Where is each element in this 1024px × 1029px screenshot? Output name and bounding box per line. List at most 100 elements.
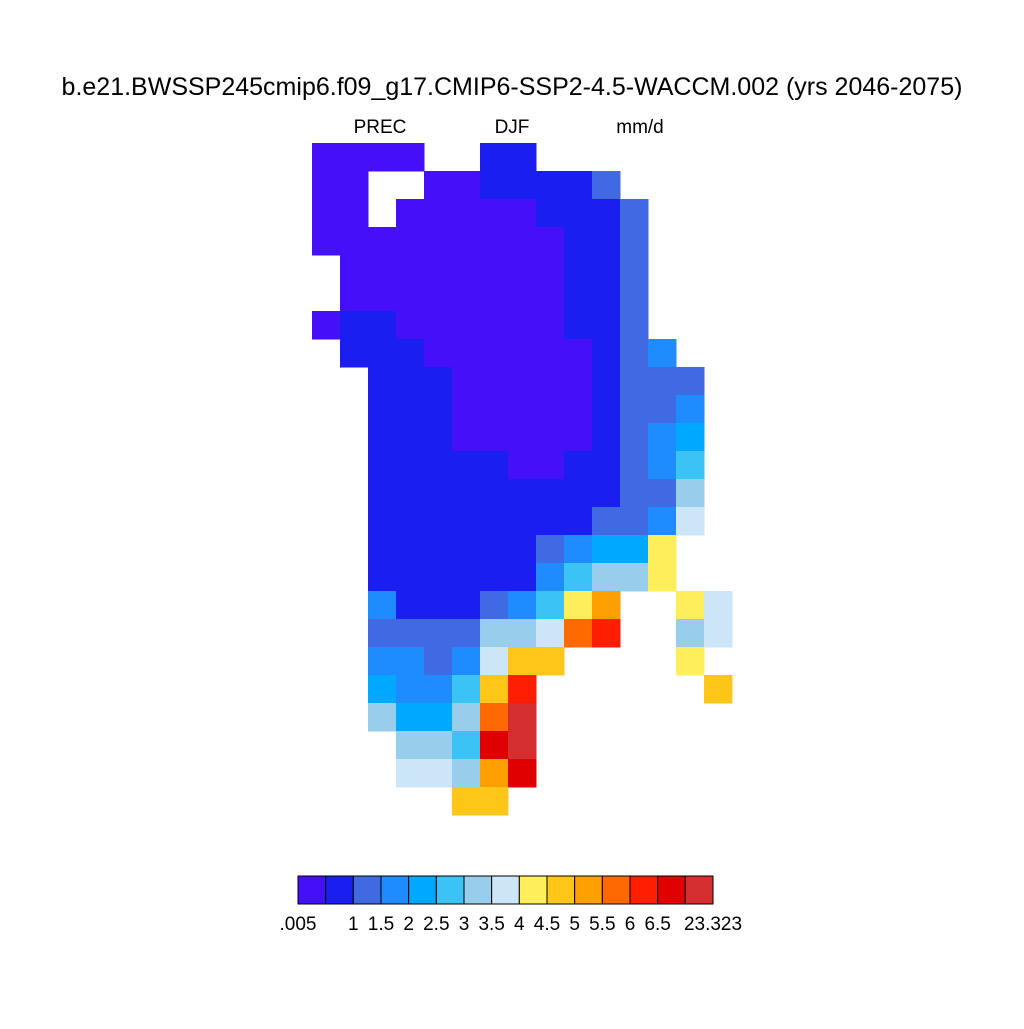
colorbar-box xyxy=(518,875,548,905)
grid-cell xyxy=(480,143,509,172)
grid-cell xyxy=(536,255,565,284)
grid-cell xyxy=(676,507,705,536)
grid-cell xyxy=(592,535,621,564)
grid-cell xyxy=(704,591,733,620)
grid-cell xyxy=(480,675,509,704)
grid-cell xyxy=(564,367,593,396)
grid-cell xyxy=(452,479,481,508)
grid-cell xyxy=(480,787,509,816)
grid-cell xyxy=(536,339,565,368)
grid-cell xyxy=(508,339,537,368)
grid-cell xyxy=(592,591,621,620)
colorbar-label: 6.5 xyxy=(644,914,670,935)
grid-cell xyxy=(508,507,537,536)
grid-cell xyxy=(508,255,537,284)
grid-cell xyxy=(480,255,509,284)
grid-cell xyxy=(536,395,565,424)
colorbar-label: 2.5 xyxy=(423,914,449,935)
grid-cell xyxy=(620,339,649,368)
colorbar-label: 4.5 xyxy=(534,914,560,935)
grid-cell xyxy=(452,591,481,620)
left-label: PREC xyxy=(354,117,407,138)
grid-cell xyxy=(564,423,593,452)
grid-cell xyxy=(676,395,705,424)
grid-cell xyxy=(564,227,593,256)
grid-cell xyxy=(676,647,705,676)
grid-cell xyxy=(452,703,481,732)
grid-cell xyxy=(396,647,425,676)
grid-cell xyxy=(396,199,425,228)
grid-cell xyxy=(368,675,397,704)
grid-cell xyxy=(452,423,481,452)
grid-cell xyxy=(396,703,425,732)
colorbar-box xyxy=(546,875,576,905)
grid-cell xyxy=(368,423,397,452)
grid-cell xyxy=(620,227,649,256)
grid-cell xyxy=(648,507,677,536)
colorbar-label: 1.5 xyxy=(368,914,394,935)
grid-cell xyxy=(480,759,509,788)
grid-cell xyxy=(396,591,425,620)
grid-cell xyxy=(424,311,453,340)
grid-cell xyxy=(508,367,537,396)
grid-cell xyxy=(480,563,509,592)
colorbar-box xyxy=(629,875,659,905)
grid-cell xyxy=(424,171,453,200)
grid-cell xyxy=(452,367,481,396)
grid-cell xyxy=(592,311,621,340)
title: b.e21.BWSSP245cmip6.f09_g17.CMIP6-SSP2-4… xyxy=(62,73,963,101)
colorbar-box xyxy=(684,875,714,905)
right-label: mm/d xyxy=(616,117,664,138)
grid-cell xyxy=(648,367,677,396)
colorbar-label: 6 xyxy=(625,914,636,935)
grid-cell xyxy=(480,591,509,620)
grid-cell xyxy=(452,255,481,284)
grid-cell xyxy=(424,507,453,536)
grid-cell xyxy=(648,535,677,564)
grid-cell xyxy=(452,451,481,480)
grid-cell xyxy=(648,563,677,592)
grid-cell xyxy=(396,255,425,284)
grid-cell xyxy=(424,703,453,732)
grid-cell xyxy=(396,339,425,368)
grid-cell xyxy=(592,479,621,508)
grid-cell xyxy=(368,255,397,284)
grid-cell xyxy=(368,339,397,368)
grid-cell xyxy=(620,507,649,536)
grid-cell xyxy=(480,367,509,396)
grid-cell xyxy=(536,507,565,536)
grid-cell xyxy=(564,311,593,340)
grid-cell xyxy=(424,339,453,368)
grid-cell xyxy=(564,535,593,564)
grid-cell xyxy=(480,703,509,732)
grid-cell xyxy=(368,563,397,592)
grid-cell xyxy=(340,171,369,200)
grid-cell xyxy=(508,199,537,228)
colorbar-box xyxy=(297,875,327,905)
grid-cell xyxy=(452,535,481,564)
grid-cell xyxy=(452,339,481,368)
grid-cell xyxy=(368,395,397,424)
grid-cell xyxy=(536,619,565,648)
grid-cell xyxy=(396,619,425,648)
grid-cell xyxy=(396,535,425,564)
grid-cell xyxy=(368,227,397,256)
grid-cell xyxy=(620,563,649,592)
grid-cell xyxy=(536,283,565,312)
grid-cell xyxy=(536,199,565,228)
grid-cell xyxy=(508,759,537,788)
grid-cell xyxy=(480,171,509,200)
grid-cell xyxy=(536,479,565,508)
grid-cell xyxy=(312,227,341,256)
colorbar-label: 5 xyxy=(569,914,580,935)
grid-cell xyxy=(480,535,509,564)
grid-cell xyxy=(452,759,481,788)
grid-cell xyxy=(564,395,593,424)
grid-cell xyxy=(340,199,369,228)
grid-cell xyxy=(592,507,621,536)
grid-cell xyxy=(564,171,593,200)
grid-cell xyxy=(396,479,425,508)
grid-cell xyxy=(564,563,593,592)
grid-cell xyxy=(424,731,453,760)
